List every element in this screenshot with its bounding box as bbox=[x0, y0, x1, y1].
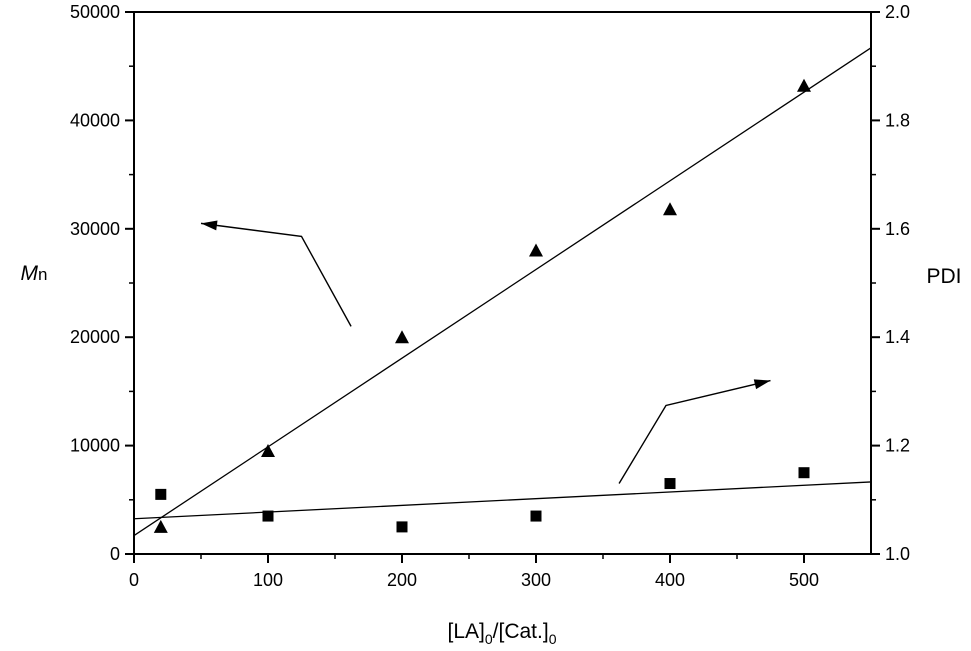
x-tick-label: 100 bbox=[253, 570, 283, 590]
arrowhead bbox=[201, 220, 218, 231]
annotation-arrows bbox=[200, 220, 771, 484]
y-right-axis-title: PDI bbox=[926, 265, 961, 288]
y-left-tick-label: 40000 bbox=[70, 110, 120, 130]
pdi-fit-line bbox=[133, 481, 872, 520]
mn-data-point bbox=[261, 444, 275, 458]
pdi-data-point bbox=[262, 510, 274, 522]
x-tick-label: 300 bbox=[521, 570, 551, 590]
fit-lines bbox=[133, 47, 872, 537]
y-right-axis-ticks: 1.0 1.2 1.4 1.6 1.8 2.0 bbox=[871, 2, 910, 564]
x-tick-label: 400 bbox=[655, 570, 685, 590]
y-left-tick-label: 0 bbox=[110, 544, 120, 564]
x-tick-label: 200 bbox=[387, 570, 417, 590]
y-right-tick-label: 2.0 bbox=[885, 2, 910, 22]
y-left-tick-label: 30000 bbox=[70, 219, 120, 239]
pdi-data-point bbox=[155, 488, 167, 500]
y-right-tick-label: 1.2 bbox=[885, 436, 910, 456]
y-right-tick-label: 1.8 bbox=[885, 110, 910, 130]
arrow-to-left-axis bbox=[200, 222, 352, 327]
y-left-tick-label: 50000 bbox=[70, 2, 120, 22]
plot-frame bbox=[133, 11, 872, 555]
mn-data-point bbox=[395, 330, 409, 344]
pdi-data-point bbox=[396, 521, 408, 533]
y-right-tick-label: 1.0 bbox=[885, 544, 910, 564]
pdi-data-point bbox=[664, 478, 676, 490]
mn-data-point bbox=[529, 243, 543, 257]
mn-fit-line bbox=[133, 47, 872, 537]
y-left-axis-ticks: 0 10000 20000 30000 40000 50000 bbox=[70, 2, 134, 564]
x-tick-label: 0 bbox=[129, 570, 139, 590]
x-tick-label: 500 bbox=[789, 570, 819, 590]
mn-data-point bbox=[153, 519, 168, 533]
y-left-tick-label: 20000 bbox=[70, 327, 120, 347]
mn-data-point bbox=[797, 78, 811, 92]
arrowhead bbox=[753, 379, 771, 390]
x-axis-title: [LA]0/[Cat.]0 bbox=[448, 620, 557, 647]
y-left-axis-title: Mn bbox=[21, 262, 48, 285]
y-right-tick-label: 1.4 bbox=[885, 327, 910, 347]
data-markers bbox=[153, 78, 811, 533]
x-axis-ticks: 0 100 200 300 400 500 bbox=[129, 554, 819, 590]
y-left-tick-label: 10000 bbox=[70, 436, 120, 456]
mn-data-point bbox=[663, 202, 677, 216]
pdi-data-point bbox=[530, 510, 542, 522]
pdi-data-point bbox=[798, 467, 810, 479]
y-right-tick-label: 1.6 bbox=[885, 219, 910, 239]
arrow-to-right-axis bbox=[618, 379, 771, 484]
